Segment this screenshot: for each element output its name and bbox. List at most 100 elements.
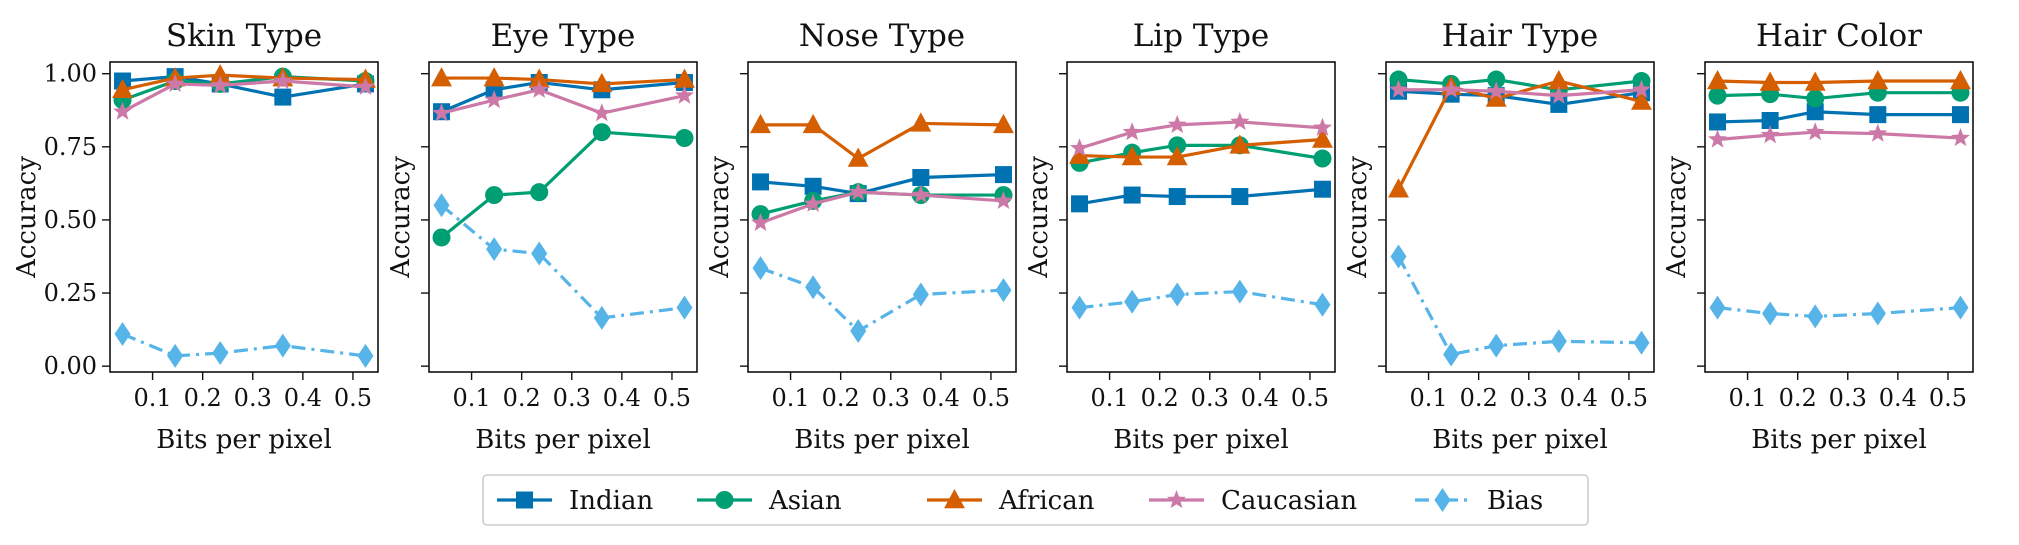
x-tick-label: 0.3	[553, 384, 591, 412]
data-point	[167, 343, 184, 368]
data-point	[750, 113, 771, 134]
x-tick-label: 0.2	[1779, 384, 1817, 412]
data-point	[529, 79, 549, 98]
data-point	[1069, 144, 1090, 164]
data-point	[674, 68, 695, 88]
panel-title: Nose Type	[799, 18, 965, 54]
data-point	[1951, 106, 1969, 124]
series-line	[760, 172, 1004, 196]
data-point	[1759, 71, 1781, 91]
data-point	[1762, 301, 1779, 326]
data-point	[530, 183, 549, 202]
x-tick-label: 0.2	[1460, 384, 1498, 412]
data-point	[912, 169, 930, 187]
x-tick-label: 0.3	[1829, 384, 1867, 412]
legend-entry: Asian	[697, 486, 842, 516]
data-point	[1441, 79, 1461, 98]
panel-title: Hair Type	[1442, 18, 1598, 54]
data-point	[1550, 329, 1567, 354]
data-point	[209, 64, 231, 84]
data-point	[1168, 136, 1187, 155]
data-point	[1313, 149, 1332, 168]
data-point	[1549, 85, 1569, 104]
x-tick-label: 0.3	[872, 384, 910, 412]
y-axis-label: Accuracy	[1662, 156, 1692, 279]
legend-marker	[715, 491, 734, 509]
series-line	[759, 190, 1004, 225]
plot-frame	[1704, 61, 1974, 373]
series-indian	[752, 166, 1012, 203]
data-point	[847, 147, 869, 167]
legend-label: Indian	[569, 486, 653, 516]
series-asian	[432, 123, 694, 247]
data-point	[1487, 70, 1506, 89]
data-point	[432, 103, 452, 122]
series-line	[440, 130, 685, 239]
series-asian	[1708, 83, 1970, 108]
panel-0: Skin Type 0.00 0.25 0.50 0.75 1.00 0.1 0.2 0.3 0.…	[12, 18, 379, 455]
legend-marker	[1166, 490, 1187, 509]
x-tick-label: 0.4	[922, 384, 960, 412]
legend-entry: Indian	[497, 486, 653, 516]
data-point	[1169, 282, 1186, 307]
x-tick-label: 0.5	[1929, 384, 1967, 412]
x-tick-label: 0.2	[503, 384, 541, 412]
data-point	[355, 76, 375, 95]
data-point	[1485, 87, 1507, 107]
data-point	[676, 295, 693, 320]
data-point	[674, 85, 694, 104]
x-tick-label: 0.1	[452, 384, 490, 412]
data-point	[1123, 186, 1141, 204]
x-tick-label: 0.3	[1510, 384, 1548, 412]
data-point	[752, 173, 770, 191]
data-point	[165, 73, 185, 93]
x-tick-label: 0.3	[1191, 384, 1229, 412]
plot-frame	[428, 61, 698, 373]
x-axis-label: Bits per pixel	[1432, 425, 1608, 455]
data-point	[1548, 70, 1570, 90]
plot-frame	[109, 61, 379, 373]
data-point	[993, 113, 1014, 134]
x-tick-label: 0.5	[334, 384, 372, 412]
series-caucasian	[113, 71, 375, 120]
data-point	[1122, 122, 1142, 141]
series-line	[1397, 255, 1642, 357]
y-axis-label: Accuracy	[1343, 156, 1373, 279]
data-point	[995, 278, 1012, 303]
data-point	[274, 333, 291, 358]
x-axis-label: Bits per pixel	[1751, 425, 1927, 455]
x-tick-label: 0.1	[1409, 384, 1447, 412]
panel-title: Eye Type	[491, 18, 636, 54]
series-line	[441, 76, 685, 86]
data-point	[432, 228, 451, 247]
x-axis-label: Bits per pixel	[156, 425, 332, 455]
data-point	[431, 67, 452, 87]
x-tick-label: 0.4	[284, 384, 322, 412]
x-tick-label: 0.4	[1879, 384, 1917, 412]
data-point	[1231, 279, 1248, 304]
x-tick-label: 0.1	[771, 384, 809, 412]
data-point	[1707, 70, 1728, 90]
series-african	[1707, 70, 1971, 91]
data-point	[1231, 188, 1249, 206]
data-point	[1869, 106, 1887, 124]
data-point	[1443, 342, 1460, 367]
legend-label: Caucasian	[1221, 486, 1357, 516]
y-axis-label: Accuracy	[12, 156, 42, 279]
x-tick-label: 0.1	[1090, 384, 1128, 412]
series-caucasian	[751, 182, 1013, 231]
data-point	[212, 340, 229, 365]
series-caucasian	[432, 79, 694, 122]
series-line	[1717, 306, 1961, 319]
series-african	[1069, 128, 1333, 166]
data-point	[592, 103, 612, 122]
x-axis-label: Bits per pixel	[794, 425, 970, 455]
x-tick-label: 0.1	[1728, 384, 1766, 412]
data-point	[1486, 81, 1506, 100]
series-indian	[114, 68, 374, 106]
plot-frame	[1385, 61, 1655, 373]
x-tick-label: 0.1	[133, 384, 171, 412]
data-point	[483, 67, 505, 87]
